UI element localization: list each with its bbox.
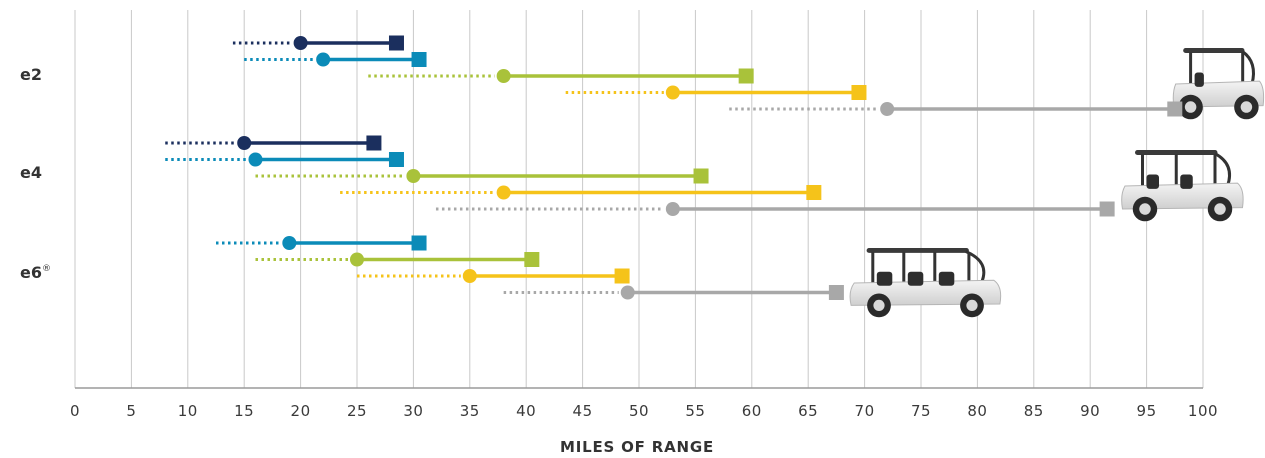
range-row: [368, 68, 754, 84]
range-row: [435, 201, 1115, 217]
x-tick-label: 15: [234, 402, 254, 420]
x-tick-label: 30: [403, 402, 423, 420]
group-label-e6: e6®: [20, 263, 51, 282]
grid-lines: [74, 10, 1204, 388]
cart-seat: [1194, 72, 1204, 87]
four-seat-cart-image: [1121, 150, 1244, 222]
min-point: [316, 52, 331, 67]
group-label-e4: e4: [20, 163, 42, 182]
group-label-text: e6: [20, 263, 42, 282]
min-point: [462, 269, 477, 283]
max-point: [1167, 101, 1183, 117]
cart-seat: [938, 271, 955, 286]
cart-hub: [1184, 101, 1197, 113]
range-row: [729, 101, 1183, 117]
max-point: [614, 268, 630, 284]
group-label-text: e4: [20, 163, 42, 182]
x-tick-label: 75: [911, 402, 931, 420]
min-point: [496, 69, 511, 83]
cart-seat: [907, 271, 924, 286]
max-point: [851, 85, 867, 100]
x-tick-label: 70: [855, 402, 875, 420]
x-tick-label: 10: [178, 402, 198, 420]
max-point: [388, 35, 404, 51]
range-row: [255, 252, 540, 267]
cart-hub: [1214, 203, 1226, 215]
group-label-text: e2: [20, 65, 42, 84]
group-labels: e2 e4 e6®: [20, 65, 51, 282]
cart-seat: [1180, 174, 1193, 189]
min-point: [665, 202, 680, 216]
min-point: [237, 136, 252, 150]
min-point: [350, 252, 364, 267]
x-tick-label: 100: [1188, 402, 1218, 420]
x-tick-label: 90: [1080, 402, 1100, 420]
group-label-e2: e2: [20, 65, 42, 84]
x-tick-label: 95: [1137, 402, 1157, 420]
max-point: [738, 68, 754, 84]
range-row: [216, 235, 427, 251]
cart-windshield: [1241, 50, 1255, 85]
registered-mark: ®: [42, 264, 51, 274]
max-point: [1099, 201, 1115, 217]
max-point: [693, 168, 709, 184]
cart-seat: [1146, 174, 1159, 189]
min-point: [293, 36, 308, 50]
range-row: [255, 168, 709, 184]
max-point: [366, 135, 382, 151]
cart-windshield: [965, 250, 986, 284]
x-tick-label: 80: [967, 402, 987, 420]
x-tick-label: 25: [347, 402, 367, 420]
max-point: [806, 185, 822, 200]
min-point: [248, 152, 263, 167]
min-point: [880, 102, 895, 116]
min-point: [496, 185, 511, 200]
cart-roof: [866, 248, 969, 253]
min-point: [620, 285, 635, 300]
max-point: [524, 252, 540, 267]
x-tick-label: 55: [685, 402, 705, 420]
x-tick-label: 65: [798, 402, 818, 420]
x-tick-label: 50: [629, 402, 649, 420]
max-point: [411, 235, 427, 251]
cart-seat: [876, 271, 893, 286]
cart-roof: [1183, 48, 1245, 54]
range-row: [565, 85, 867, 100]
range-row: [340, 185, 822, 200]
x-tick-label: 20: [291, 402, 311, 420]
six-seat-cart-image: [849, 248, 1002, 318]
cart-roof: [1135, 150, 1218, 156]
x-tick-label: 45: [573, 402, 593, 420]
range-row: [165, 135, 382, 151]
x-tick-label: 0: [70, 402, 80, 420]
cart-windshield: [1214, 152, 1232, 187]
two-seat-cart-image: [1172, 48, 1265, 120]
max-point: [828, 285, 844, 300]
x-tick-label: 5: [126, 402, 136, 420]
cart-hub: [966, 299, 978, 311]
cart-hub: [873, 299, 885, 311]
vehicle-images: [849, 48, 1265, 318]
max-point: [411, 52, 427, 67]
x-axis: 0 5 10 15 20 25 30 35 40 45 50 55 60 65 70 75 80 85 90 95 10…: [70, 387, 1218, 420]
max-point: [388, 152, 404, 167]
range-row: [503, 285, 844, 300]
x-tick-label: 40: [516, 402, 536, 420]
cart-hub: [1240, 101, 1253, 113]
x-axis-title: MILES OF RANGE: [560, 438, 714, 456]
x-tick-label: 35: [460, 402, 480, 420]
range-row: [232, 35, 404, 51]
x-tick-label: 60: [742, 402, 762, 420]
range-series: [165, 35, 1183, 300]
range-row: [357, 268, 630, 284]
min-point: [665, 85, 680, 100]
min-point: [282, 236, 297, 250]
min-point: [406, 169, 421, 183]
range-row: [165, 152, 404, 167]
cart-hub: [1139, 203, 1151, 215]
range-row: [244, 52, 427, 67]
x-tick-label: 85: [1024, 402, 1044, 420]
